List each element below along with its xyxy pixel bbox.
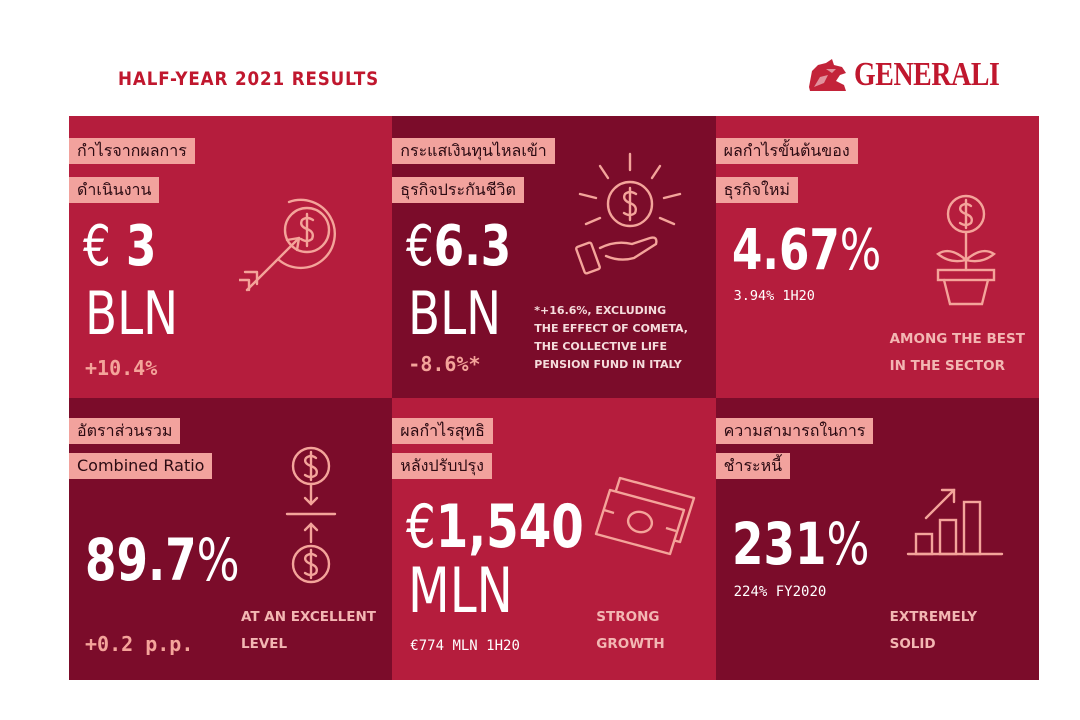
growth-bars-icon (906, 468, 1006, 568)
currency-symbol: € (406, 492, 437, 562)
net-result-card: ผลกำไรสุทธิ หลังปรับปรุง €1,540 MLN €774… (392, 398, 716, 680)
operating-result-value: € 3 (83, 216, 177, 278)
operating-result-unit: BLN (85, 279, 179, 349)
card-label-line2: Combined Ratio (69, 453, 213, 479)
new-business-margin-caption: AMONG THE BEST IN THE SECTOR (889, 331, 1025, 374)
solvency-ratio-value: 231% (732, 512, 908, 576)
net-result-unit: MLN (408, 554, 514, 627)
percent-sign: % (196, 526, 240, 594)
net-result-value: €1,540 (406, 494, 634, 560)
generali-logo: GENERALI (806, 56, 1031, 94)
value-number: 231 (731, 510, 827, 578)
coins-compress-icon (279, 438, 349, 588)
net-result-prior: €774 MLN 1H20 (410, 638, 520, 654)
card-label-line1: อัตราส่วนรวม (69, 418, 181, 444)
life-inflows-unit: BLN (408, 279, 502, 349)
page-title: HALF-YEAR 2021 RESULTS (118, 68, 380, 90)
net-result-caption: STRONG GROWTH (596, 609, 665, 652)
card-label-line2: ธุรกิจใหม่ (715, 177, 798, 203)
value-number: 6.3 (434, 214, 512, 279)
life-inflows-value: €6.3 (406, 216, 541, 278)
currency-symbol: € (83, 214, 111, 279)
card-label-line2: ธุรกิจประกันชีวิต (392, 177, 524, 203)
currency-symbol: € (406, 214, 435, 279)
percent-sign: % (826, 510, 870, 578)
combined-ratio-change: +0.2 p.p. (85, 632, 194, 656)
percent-sign: % (839, 218, 881, 283)
operating-result-change: +10.4% (85, 356, 158, 380)
combined-ratio-value: 89.7% (85, 528, 283, 592)
money-plant-icon (926, 190, 1006, 310)
banknotes-icon (592, 468, 702, 568)
card-label-line2: ชำระหนี้ (715, 453, 791, 479)
lion-icon (809, 59, 846, 91)
new-business-margin-prior: 3.94% 1H20 (733, 288, 815, 304)
combined-ratio-card: อัตราส่วนรวม Combined Ratio 89.7% +0.2 p… (69, 398, 393, 680)
solvency-ratio-card: ความสามารถในการ ชำระหนี้ 231% 224% FY202… (715, 398, 1039, 680)
card-label-line2: ดำเนินงาน (69, 177, 160, 203)
value-number: 1,540 (436, 492, 585, 562)
combined-ratio-caption: AT AN EXCELLENT LEVEL (241, 609, 376, 652)
life-inflows-change: -8.6%* (408, 352, 481, 376)
solvency-ratio-prior: 224% FY2020 (733, 584, 827, 600)
life-inflows-card: กระแสเงินทุนไหลเข้า ธุรกิจประกันชีวิต €6… (392, 116, 716, 398)
value-number: 4.67 (731, 218, 840, 283)
card-label-line1: ความสามารถในการ (715, 418, 874, 444)
new-business-margin-value: 4.67% (732, 220, 923, 282)
target-dollar-arrow-icon (239, 188, 349, 308)
card-label-line1: กระแสเงินทุนไหลเข้า (392, 138, 555, 164)
card-label-line1: ผลกำไรขั้นต้นของ (715, 138, 858, 164)
card-label-line2: หลังปรับปรุง (392, 453, 492, 479)
new-business-margin-card: ผลกำไรขั้นต้นของ ธุรกิจใหม่ 4.67% 3.94% … (715, 116, 1039, 398)
logo-text: GENERALI (854, 56, 1000, 93)
solvency-ratio-caption: EXTREMELY SOLID (889, 609, 977, 652)
value-number: 3 (126, 214, 157, 279)
card-label-line1: กำไรจากผลการ (69, 138, 195, 164)
value-number: 89.7 (85, 526, 197, 594)
life-inflows-footnote: *+16.6%, EXCLUDING THE EFFECT OF COMETA,… (534, 304, 688, 371)
results-grid: กำไรจากผลการ ดำเนินงาน € 3 BLN +10.4% กร… (69, 116, 1039, 680)
operating-result-card: กำไรจากผลการ ดำเนินงาน € 3 BLN +10.4% (69, 116, 393, 398)
hand-coin-shine-icon (572, 148, 692, 278)
card-label-line1: ผลกำไรสุทธิ (392, 418, 493, 444)
